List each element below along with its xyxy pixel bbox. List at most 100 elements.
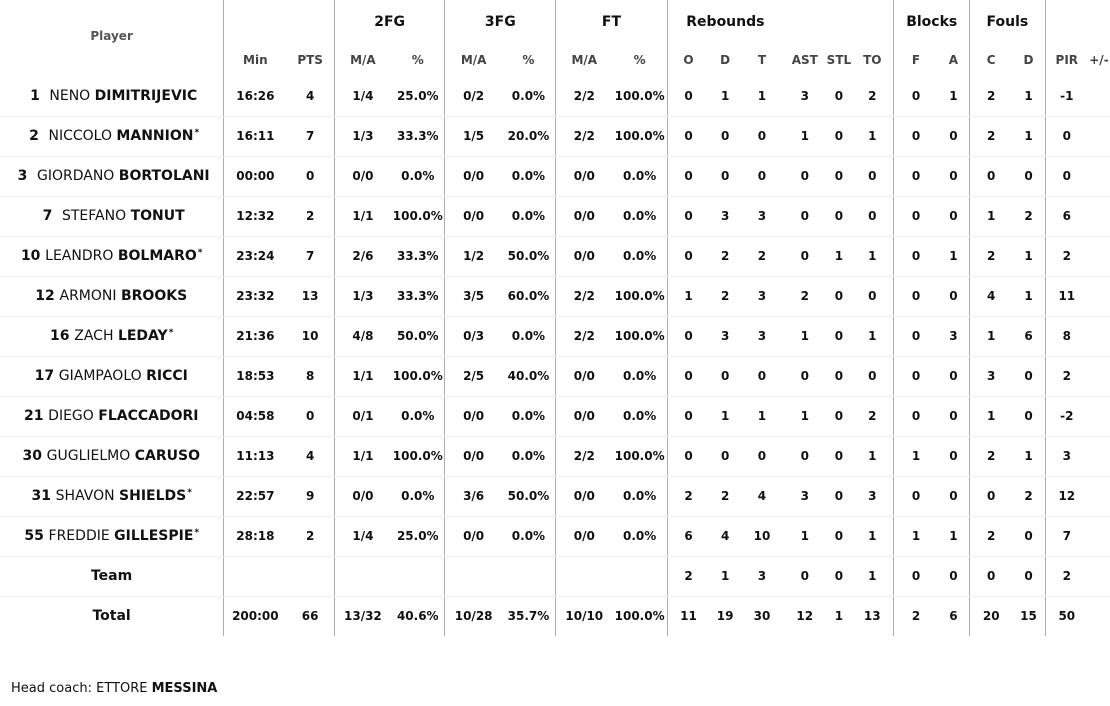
team-ft-pct bbox=[612, 556, 668, 597]
player-row: 17 GIAMPAOLO RICCI 18:53 8 1/1 100.0% 2/5 40.0… bbox=[0, 356, 1110, 397]
team-to: 1 bbox=[851, 556, 894, 597]
player-3fg-pct: 20.0% bbox=[501, 116, 556, 157]
team-label: Team bbox=[0, 556, 224, 597]
player-foul-d: 0 bbox=[1012, 156, 1046, 197]
player-first-name: GIORDANO bbox=[37, 168, 115, 184]
player-foul-c: 2 bbox=[969, 236, 1013, 277]
player-row: 12 ARMONI BROOKS 23:32 13 1/3 33.3% 3/5 60.0% 2… bbox=[0, 276, 1110, 317]
player-ft-ma: 2/2 bbox=[555, 276, 613, 317]
player-name-cell: 16 ZACH LEDAY* bbox=[0, 316, 224, 357]
group-header-fouls: Fouls bbox=[969, 0, 1046, 44]
player-row: 30 GUGLIELMO CARUSO 11:13 4 1/1 100.0% 0/0 0.0… bbox=[0, 436, 1110, 477]
player-foul-d: 6 bbox=[1012, 316, 1046, 357]
player-last-name: GILLESPIE bbox=[114, 528, 194, 544]
player-first-name: SHAVON bbox=[55, 488, 115, 504]
player-stl: 0 bbox=[826, 276, 852, 317]
player-pts: 13 bbox=[286, 276, 335, 317]
player-blk-f: 1 bbox=[893, 436, 938, 477]
team-min bbox=[223, 556, 287, 597]
player-reb-t: 3 bbox=[741, 316, 783, 357]
player-ft-ma: 0/0 bbox=[555, 476, 613, 517]
team-pir: 2 bbox=[1044, 556, 1088, 597]
player-plus-minus bbox=[1087, 316, 1110, 357]
team-foul-c: 0 bbox=[969, 556, 1013, 597]
player-number: 21 bbox=[23, 408, 44, 424]
starter-marker: * bbox=[194, 128, 200, 138]
player-3fg-ma: 0/0 bbox=[444, 156, 502, 197]
team-reb-o: 2 bbox=[666, 556, 710, 597]
player-ast: 0 bbox=[782, 236, 827, 277]
player-reb-d: 0 bbox=[709, 436, 742, 477]
player-foul-c: 1 bbox=[969, 196, 1013, 237]
group-header-blank-pir bbox=[1044, 0, 1110, 44]
head-coach-label: Head coach: bbox=[11, 681, 92, 696]
column-header-2fg-pct: % bbox=[411, 53, 424, 67]
player-blk-a: 0 bbox=[937, 196, 970, 237]
player-first-name: FREDDIE bbox=[48, 528, 110, 544]
player-blk-f: 0 bbox=[893, 276, 938, 317]
player-to: 1 bbox=[851, 316, 894, 357]
player-min: 00:00 bbox=[223, 156, 287, 197]
player-reb-o: 0 bbox=[666, 316, 710, 357]
player-2fg-ma: 0/1 bbox=[333, 396, 392, 437]
player-blk-a: 1 bbox=[937, 516, 970, 557]
player-first-name: LEANDRO bbox=[45, 248, 114, 264]
player-foul-c: 3 bbox=[969, 356, 1013, 397]
player-3fg-ma: 3/6 bbox=[444, 476, 502, 517]
player-first-name: ZACH bbox=[74, 328, 114, 344]
column-header-foul-c: C bbox=[969, 44, 1013, 76]
column-header-blk-f: F bbox=[893, 44, 938, 76]
player-pir: 0 bbox=[1044, 116, 1088, 157]
player-ast: 0 bbox=[782, 196, 827, 237]
player-blk-a: 0 bbox=[937, 116, 970, 157]
player-pir: 3 bbox=[1044, 436, 1088, 477]
column-header-reb-t: T bbox=[757, 53, 767, 67]
player-row: 10 LEANDRO BOLMARO* 23:24 7 2/6 33.3% 1/2 50.0… bbox=[0, 236, 1110, 277]
player-blk-a: 1 bbox=[937, 236, 970, 277]
player-stl: 0 bbox=[826, 316, 852, 357]
player-number: 17 bbox=[34, 368, 55, 384]
player-plus-minus bbox=[1087, 236, 1110, 277]
player-pir: 8 bbox=[1044, 316, 1088, 357]
total-stl: 1 bbox=[834, 609, 844, 624]
group-header-row: 2FG 3FG FT Rebounds Blocks Fouls bbox=[0, 0, 1110, 44]
player-ast: 1 bbox=[782, 516, 827, 557]
player-name-cell: 12 ARMONI BROOKS bbox=[0, 276, 224, 317]
player-pir: 2 bbox=[1044, 236, 1088, 277]
player-row: 55 FREDDIE GILLESPIE* 28:18 2 1/4 25.0% 0/0 0.… bbox=[0, 516, 1110, 557]
player-2fg-ma: 1/1 bbox=[333, 356, 392, 397]
head-coach-last-name: MESSINA bbox=[151, 681, 218, 696]
player-blk-f: 0 bbox=[893, 476, 938, 517]
player-last-name: SHIELDS bbox=[119, 488, 187, 504]
player-ft-pct: 0.0% bbox=[612, 236, 668, 277]
player-rows: 1 NENO DIMITRIJEVIC 16:26 4 1/4 25.0% 0/2 0.0%… bbox=[0, 76, 1110, 557]
total-reb-t: 30 bbox=[753, 609, 771, 624]
player-3fg-pct: 0.0% bbox=[501, 516, 556, 557]
player-reb-t: 3 bbox=[741, 196, 783, 237]
player-blk-a: 0 bbox=[937, 436, 970, 477]
group-header-3fg: 3FG bbox=[444, 0, 556, 44]
column-header-pir: PIR bbox=[1044, 44, 1088, 76]
team-stl: 0 bbox=[826, 556, 852, 597]
player-3fg-pct: 0.0% bbox=[501, 156, 556, 197]
player-pts: 7 bbox=[286, 116, 335, 157]
summary-rows: Team 2 1 3 0 0 1 0 0 0 0 2 Total 200:00 … bbox=[0, 556, 1110, 636]
player-stl: 0 bbox=[826, 116, 852, 157]
player-ft-pct: 0.0% bbox=[612, 396, 668, 437]
player-2fg-ma: 0/0 bbox=[333, 476, 392, 517]
player-ft-ma: 0/0 bbox=[555, 516, 613, 557]
column-header-pts: PTS bbox=[297, 53, 323, 67]
player-2fg-pct: 100.0% bbox=[391, 436, 445, 477]
player-reb-o: 0 bbox=[666, 116, 710, 157]
player-ast: 0 bbox=[782, 436, 827, 477]
player-to: 2 bbox=[851, 76, 894, 117]
player-reb-t: 1 bbox=[741, 396, 783, 437]
player-last-name: TONUT bbox=[130, 208, 185, 224]
column-header-3fg-pct: % bbox=[522, 53, 535, 67]
player-foul-d: 1 bbox=[1012, 436, 1046, 477]
total-ast: 12 bbox=[796, 609, 814, 624]
player-pts: 8 bbox=[286, 356, 335, 397]
team-row: Team 2 1 3 0 0 1 0 0 0 0 2 bbox=[0, 556, 1110, 597]
player-blk-a: 1 bbox=[937, 76, 970, 117]
player-reb-t: 2 bbox=[741, 236, 783, 277]
